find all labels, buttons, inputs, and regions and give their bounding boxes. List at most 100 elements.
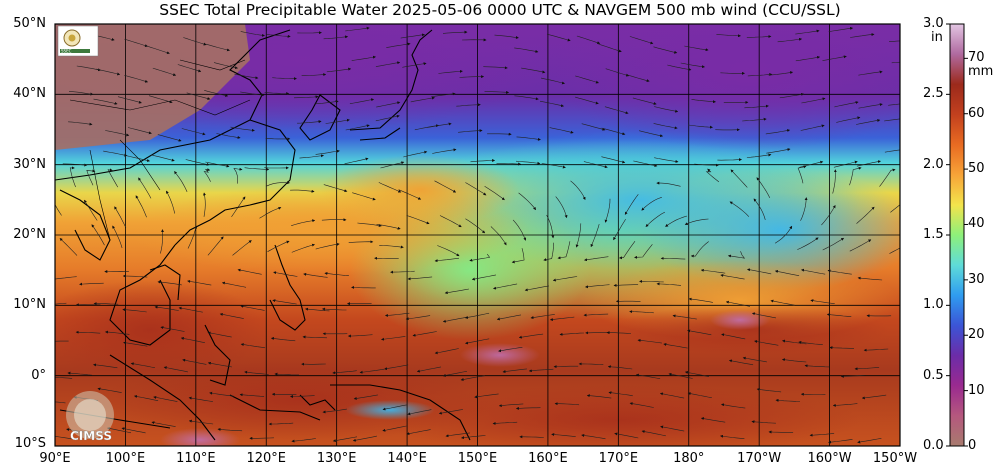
wind-arrow (554, 402, 580, 406)
wind-arrow (469, 253, 491, 262)
wind-arrow (575, 96, 599, 105)
wind-arrow (530, 314, 555, 320)
wind-arrow (301, 73, 327, 77)
wind-arrow (187, 279, 212, 286)
coastlines (55, 29, 471, 441)
latitude-label: 10°S (14, 436, 46, 451)
tpw-imagery (55, 24, 900, 446)
wind-arrow (125, 155, 150, 162)
wind-arrow (857, 276, 883, 281)
wind-arrow (765, 129, 791, 135)
wind-arrow (345, 124, 370, 131)
wind-arrow (93, 363, 118, 369)
wind-arrow (742, 356, 767, 363)
latitude-label: 40°N (13, 86, 46, 102)
wind-arrow (668, 372, 693, 379)
wind-arrow (766, 148, 791, 154)
wind-arrow (721, 403, 746, 409)
wind-arrow (635, 373, 661, 379)
wind-arrow (321, 218, 347, 222)
wind-arrow (549, 316, 575, 321)
wind-arrow (781, 358, 807, 363)
colorbar-inch-label: 0.5 (923, 367, 944, 383)
wind-arrow (751, 312, 777, 319)
wind-arrow (407, 409, 432, 416)
longitude-label: 120°E (246, 451, 287, 466)
wind-arrow (884, 149, 900, 153)
wind-arrow (614, 432, 639, 439)
wind-arrow (290, 189, 315, 193)
wind-arrow (744, 104, 769, 109)
wind-arrow (291, 438, 316, 443)
wind-arrow (380, 161, 405, 169)
map-frame (54, 23, 901, 447)
wind-arrow (797, 237, 819, 250)
wind-arrow (832, 169, 837, 194)
wind-arrow (270, 337, 296, 342)
wind-arrow (795, 55, 821, 62)
wind-arrow (840, 374, 866, 378)
colorbar-mm-label: 50 (968, 161, 985, 177)
wind-arrow (106, 427, 132, 434)
longitude-label: 170°E (598, 451, 639, 466)
wind-arrow (160, 229, 165, 254)
wind-arrow (187, 225, 198, 249)
wind-arrow (687, 392, 712, 398)
wind-arrow (299, 154, 324, 159)
wind-arrow (800, 197, 808, 221)
wind-arrow (821, 204, 836, 226)
wind-arrow (303, 272, 328, 278)
wind-arrow (55, 376, 73, 379)
wind-arrow (259, 206, 282, 219)
colorbar-mm-label: 0 (968, 438, 977, 453)
wind-arrow (800, 124, 825, 131)
wind-arrow (634, 244, 653, 259)
svg-text:SSEC: SSEC (61, 49, 72, 54)
wind-arrow (857, 438, 882, 444)
colorbar-mm-label: 40 (968, 216, 985, 232)
wind-arrow (828, 439, 853, 444)
wind-arrow (203, 168, 211, 182)
wind-arrow (55, 340, 69, 342)
wind-arrow (84, 199, 98, 221)
colorbar (946, 23, 968, 447)
wind-arrow (717, 158, 742, 162)
wind-arrow (770, 299, 795, 306)
wind-arrow (445, 432, 470, 438)
wind-arrow (888, 40, 900, 42)
wind-arrow (465, 338, 490, 345)
wind-arrow (55, 435, 72, 440)
wind-arrow (774, 270, 800, 276)
wind-arrow (653, 46, 678, 54)
wind-arrow (438, 69, 463, 74)
wind-arrow (183, 37, 207, 46)
wind-arrow (667, 64, 692, 71)
wind-arrow (716, 34, 741, 38)
wind-arrow (134, 395, 159, 401)
wind-arrow (834, 101, 859, 108)
wind-arrow (213, 62, 238, 70)
wind-arrow (412, 331, 437, 337)
wind-arrow (585, 284, 610, 289)
wind-arrow (302, 335, 328, 339)
wind-arrow (720, 273, 745, 280)
wind-arrow (583, 161, 608, 169)
wind-arrow (605, 68, 630, 77)
wind-arrow (515, 160, 541, 165)
wind-arrow (456, 103, 481, 107)
wind-arrow (219, 312, 244, 319)
wind-arrow (688, 124, 713, 129)
wind-arrow (552, 276, 578, 282)
wind-arrow (406, 429, 431, 436)
wind-arrow (378, 182, 402, 193)
colorbar-inch-label: 2.5 (923, 86, 944, 102)
wind-arrow (444, 288, 470, 295)
wind-arrow (680, 62, 705, 69)
wind-arrow (347, 334, 373, 338)
wind-arrow (122, 308, 147, 313)
longitude-label: 130°E (316, 451, 357, 466)
wind-arrow (352, 435, 377, 442)
colorbar-inch-label: 0.0 (923, 438, 944, 453)
wind-arrow (514, 47, 539, 53)
